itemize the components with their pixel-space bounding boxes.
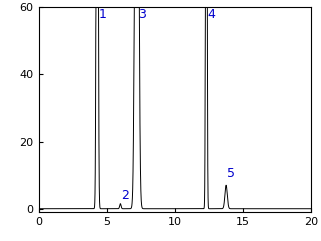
Text: 2: 2 [121,189,129,202]
Text: 1: 1 [99,8,107,21]
Text: 4: 4 [208,8,216,21]
Text: 3: 3 [138,8,146,21]
Text: 5: 5 [228,167,236,180]
